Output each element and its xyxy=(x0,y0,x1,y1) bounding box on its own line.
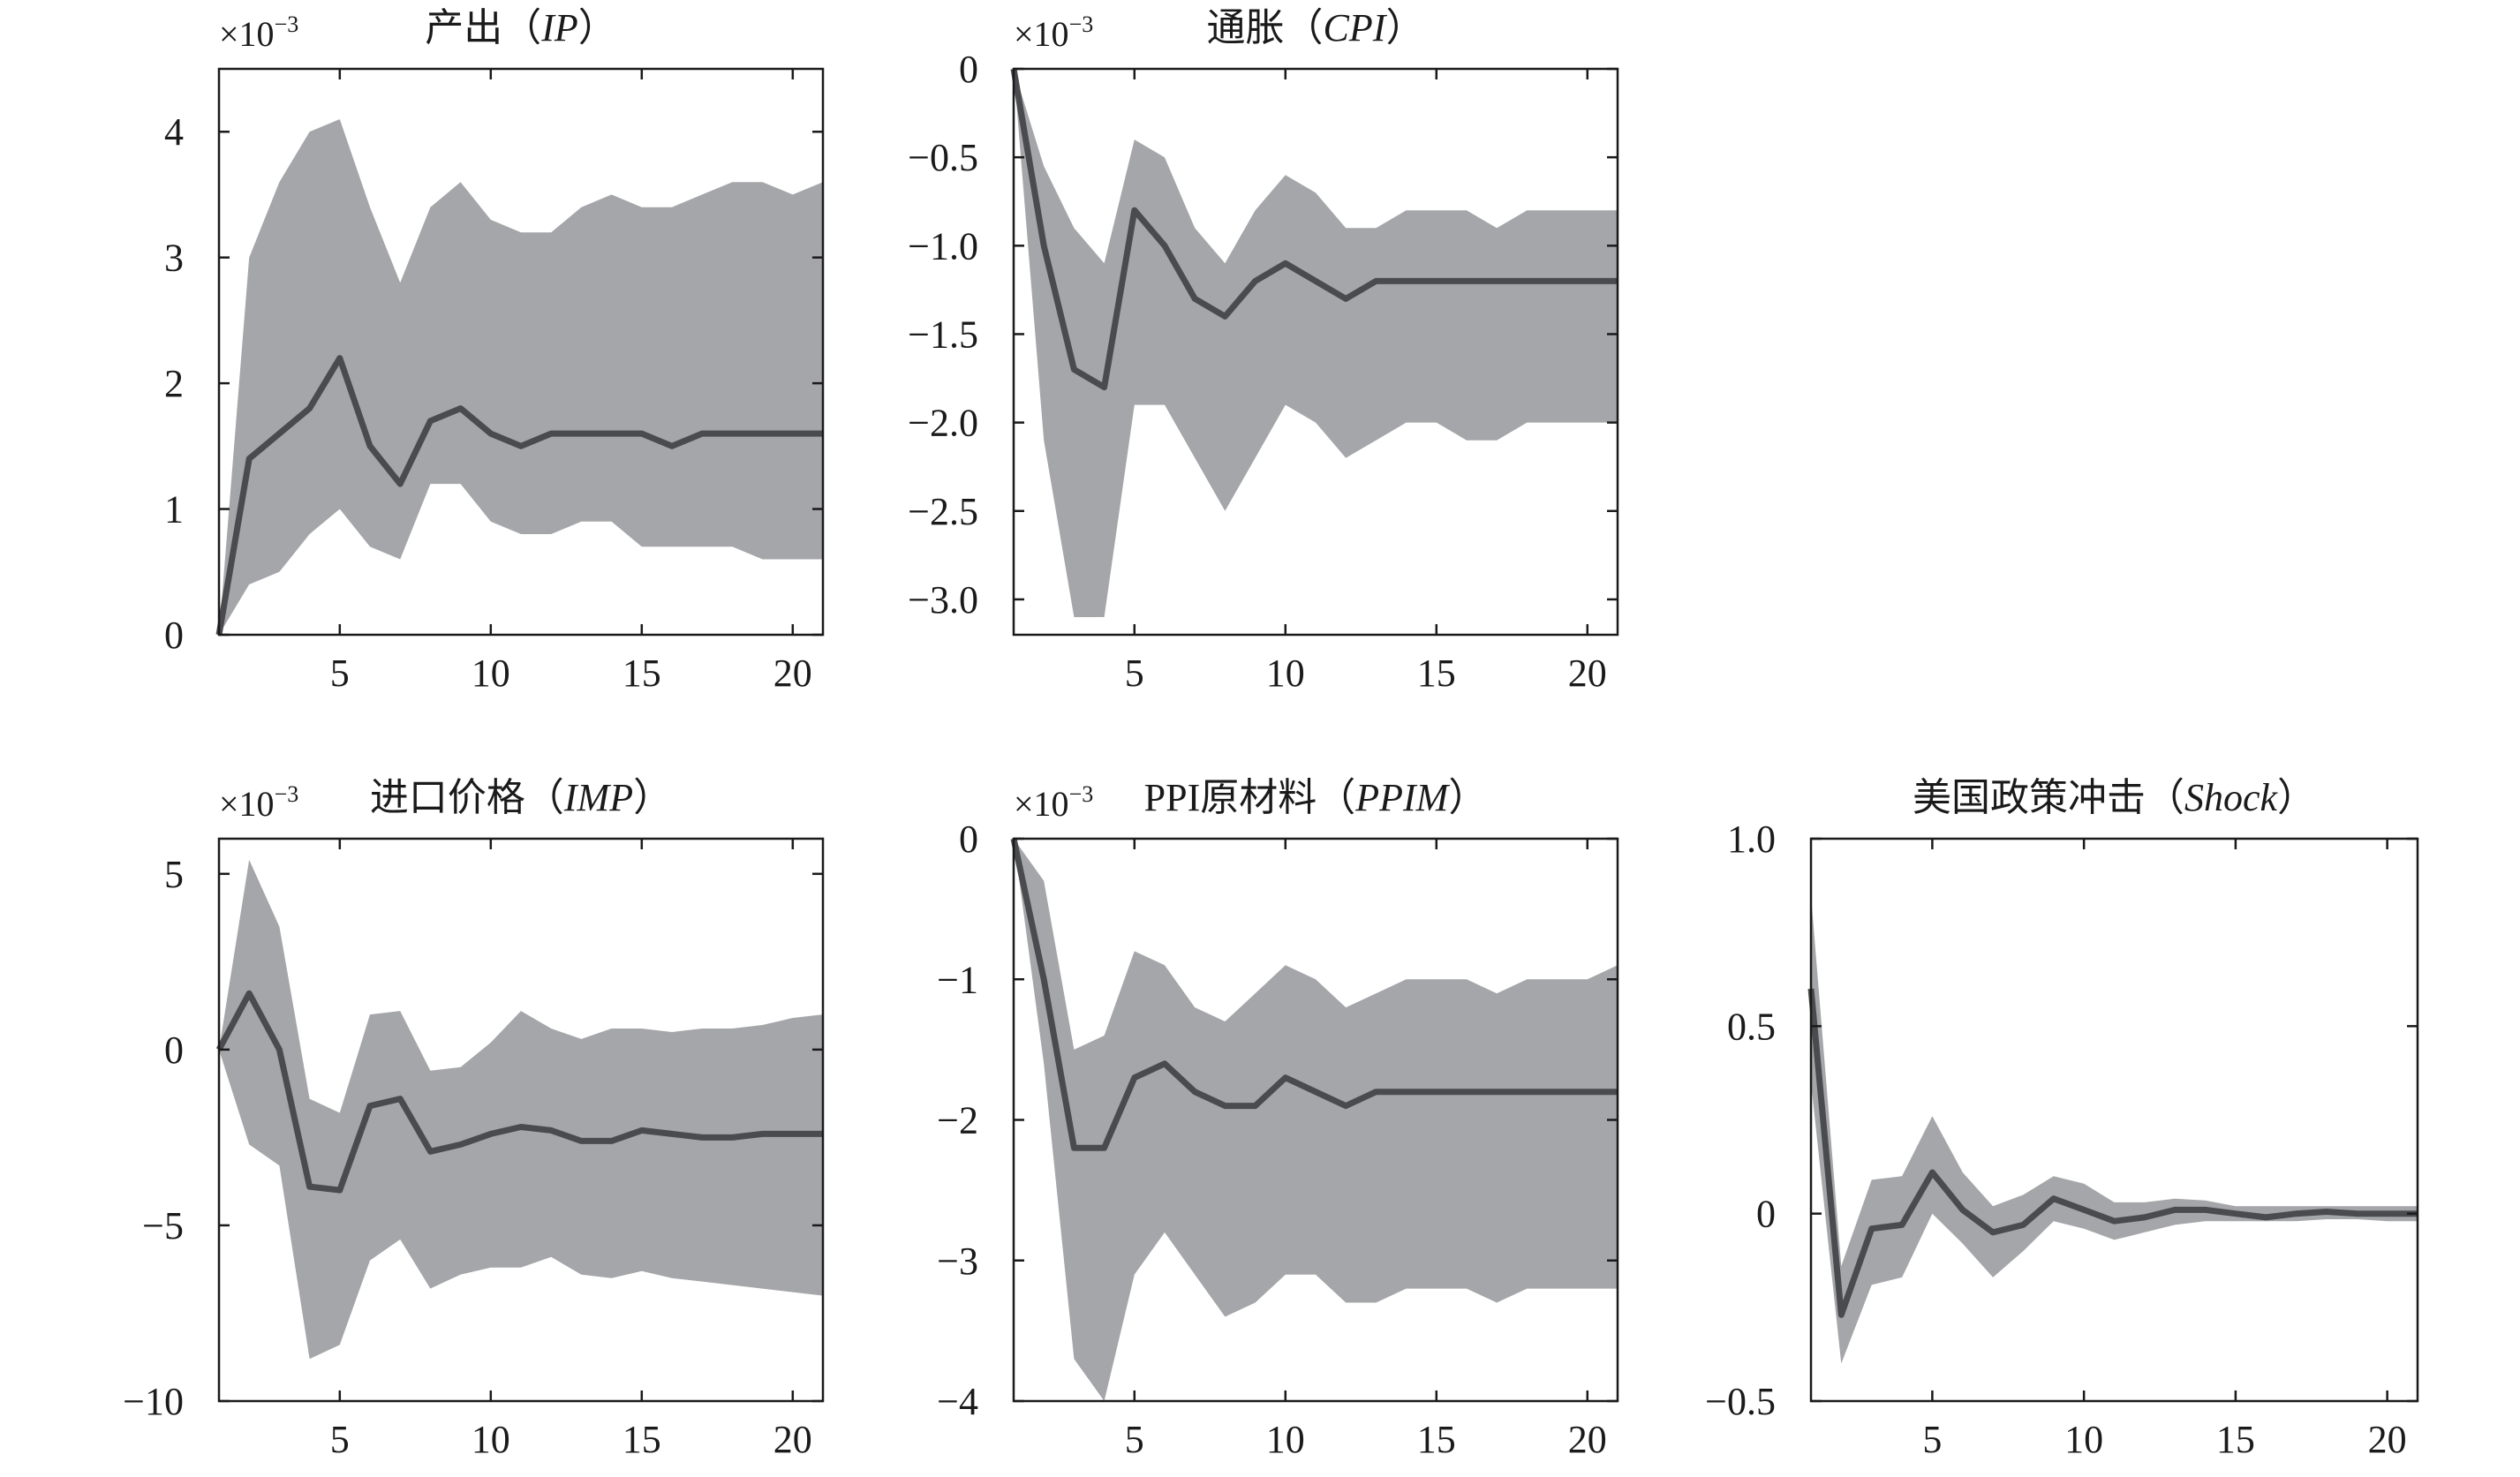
x-tick-label: 20 xyxy=(773,1418,812,1461)
y-tick-label: −5 xyxy=(142,1204,184,1247)
y-tick-label: −2 xyxy=(937,1099,978,1142)
median-response-line xyxy=(1010,68,1618,391)
panel-shock: 5 10 15 20 1.0 0.5 0 −0.5 美国政策冲击（Shock） xyxy=(1705,776,2419,1461)
y-tick-label: 5 xyxy=(164,853,184,896)
panel-imp: 5 10 15 20 5 0 −5 −10 ×10−3 进口价格（IMP） xyxy=(123,776,825,1461)
y-tick-label: 0.5 xyxy=(1727,1005,1776,1048)
panel-title: 产出（IP） xyxy=(425,6,617,49)
median-response-line xyxy=(1807,988,2418,1318)
y-tick-label: −3.0 xyxy=(908,578,978,622)
x-tick-label: 15 xyxy=(1417,652,1456,695)
y-tick-label: −0.5 xyxy=(908,136,978,179)
median-response-line xyxy=(215,990,823,1194)
y-tick-label: −4 xyxy=(937,1380,978,1423)
confidence-band xyxy=(1014,839,1618,1401)
y-tick-label: 0 xyxy=(164,614,184,657)
y-tick-label: −2.0 xyxy=(908,402,978,445)
y-tick-label: 0 xyxy=(1756,1193,1776,1236)
panel-cpi: 5 10 15 20 0 −0.5 −1.0 −1.5 −2.0 −2.5 −3.0 ×10−3 通胀（… xyxy=(908,6,1619,695)
x-tick-label: 20 xyxy=(1568,652,1607,695)
y-tick-label: −10 xyxy=(123,1380,184,1423)
plot-frame xyxy=(1809,837,2419,1403)
confidence-band xyxy=(1811,894,2418,1364)
y-tick-label: 0 xyxy=(164,1029,184,1072)
plot-frame xyxy=(217,837,825,1403)
y-tick-label: −1.5 xyxy=(908,313,978,356)
y-tick-label: −1.0 xyxy=(908,224,978,268)
panel-ppim: 5 10 15 20 0 −1 −2 −3 −4 ×10−3 PPI原材料（PPIM） xyxy=(937,776,1619,1461)
y-tick-label: 1 xyxy=(164,488,184,531)
y-tick-label: 2 xyxy=(164,362,184,405)
y-tick-label: 1.0 xyxy=(1727,818,1776,861)
x-tick-label: 15 xyxy=(622,652,661,695)
median-response-line xyxy=(1010,838,1618,1151)
x-tick-label: 20 xyxy=(773,652,812,695)
confidence-band xyxy=(219,119,823,635)
axis-exponent-label: ×10−3 xyxy=(219,781,298,824)
x-tick-label: 10 xyxy=(472,652,510,695)
x-tick-label: 5 xyxy=(1125,1418,1144,1461)
y-tick-label: −1 xyxy=(937,958,978,1001)
plot-frame xyxy=(217,67,825,637)
x-tick-label: 15 xyxy=(622,1418,661,1461)
axis-exponent-label: ×10−3 xyxy=(1014,11,1093,54)
x-tick-label: 15 xyxy=(2216,1418,2255,1461)
y-tick-label: −0.5 xyxy=(1705,1380,1776,1423)
y-tick-label: 3 xyxy=(164,237,184,280)
y-tick-label: −3 xyxy=(937,1240,978,1283)
panel-title: 美国政策冲击（Shock） xyxy=(1913,776,2316,819)
x-tick-label: 10 xyxy=(2064,1418,2103,1461)
panel-title: PPI原材料（PPIM） xyxy=(1144,776,1488,819)
x-tick-label: 10 xyxy=(472,1418,510,1461)
panel-title: 进口价格（IMP） xyxy=(370,776,672,819)
confidence-band xyxy=(219,859,823,1360)
x-tick-label: 5 xyxy=(1125,652,1144,695)
panel-ip: 5 10 15 20 0 1 2 3 4 ×10−3 产出（IP） xyxy=(164,6,825,695)
x-tick-label: 5 xyxy=(330,1418,350,1461)
confidence-band xyxy=(1014,69,1618,617)
y-tick-label: −2.5 xyxy=(908,490,978,533)
x-tick-label: 5 xyxy=(330,652,350,695)
x-tick-label: 20 xyxy=(1568,1418,1607,1461)
x-tick-label: 5 xyxy=(1922,1418,1942,1461)
y-tick-label: 0 xyxy=(959,818,978,861)
x-tick-label: 20 xyxy=(2368,1418,2407,1461)
axis-exponent-label: ×10−3 xyxy=(1014,781,1093,824)
plot-frame xyxy=(1012,67,1619,637)
x-tick-label: 10 xyxy=(1266,652,1305,695)
x-tick-label: 10 xyxy=(1266,1418,1305,1461)
x-tick-label: 15 xyxy=(1417,1418,1456,1461)
axis-exponent-label: ×10−3 xyxy=(219,11,298,54)
median-response-line xyxy=(215,355,823,636)
y-tick-label: 0 xyxy=(959,48,978,91)
y-tick-label: 4 xyxy=(164,110,184,154)
panel-title: 通胀（CPI） xyxy=(1207,6,1425,49)
